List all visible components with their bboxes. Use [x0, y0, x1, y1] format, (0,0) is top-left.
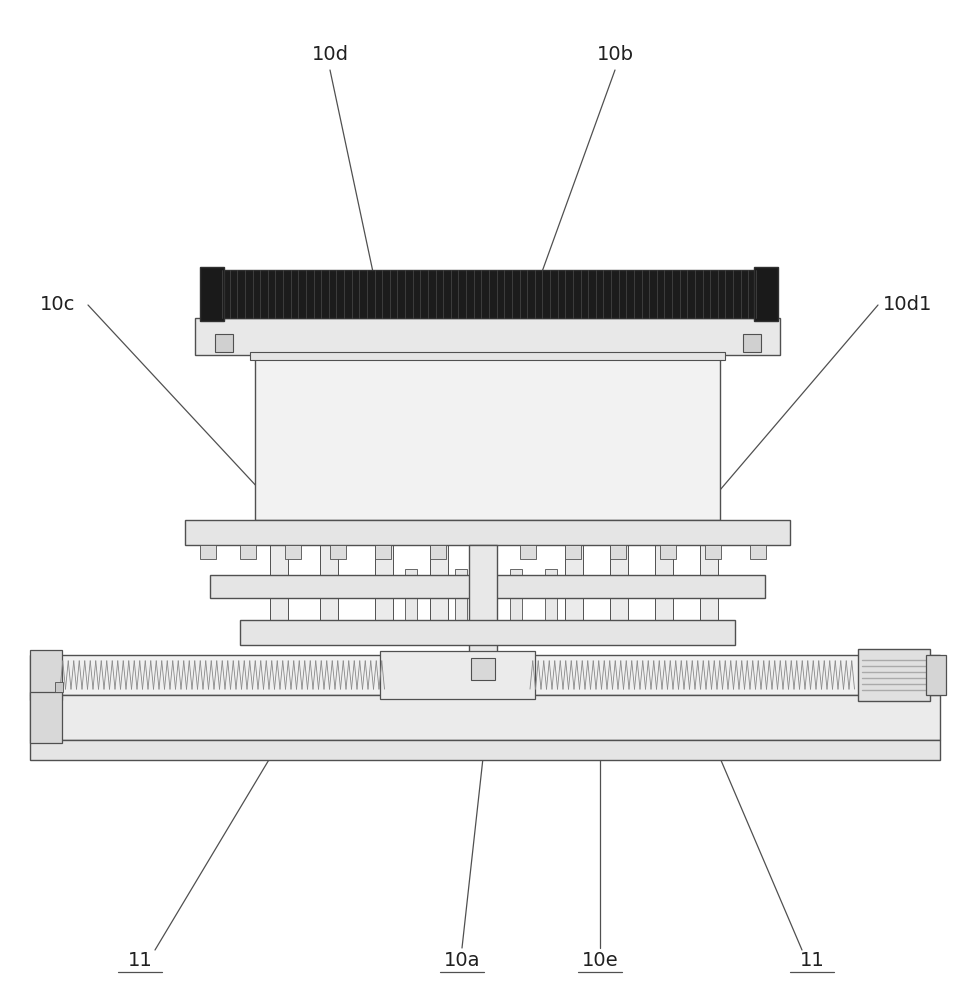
Text: 10e: 10e [581, 950, 618, 970]
Bar [195, 318, 780, 355]
Bar [30, 740, 940, 760]
Bar [455, 569, 467, 625]
Bar [240, 545, 256, 559]
Bar [743, 334, 761, 352]
Text: 10d1: 10d1 [883, 296, 933, 314]
Bar [655, 545, 673, 625]
Bar [700, 545, 718, 625]
Bar [270, 545, 288, 625]
Bar [754, 267, 778, 321]
Bar [405, 569, 417, 625]
Bar [30, 692, 62, 743]
Bar [565, 545, 583, 625]
Bar [705, 545, 721, 559]
Bar [510, 569, 522, 625]
Bar [926, 655, 946, 695]
Bar [210, 575, 765, 598]
Text: 10b: 10b [596, 45, 633, 64]
Bar [858, 649, 930, 701]
Bar [330, 545, 346, 559]
Text: 11: 11 [800, 950, 824, 970]
Bar [200, 545, 216, 559]
Bar [55, 682, 63, 692]
Bar [375, 545, 391, 559]
Bar [30, 695, 940, 740]
Bar [185, 520, 790, 545]
Bar [380, 651, 535, 699]
Bar [475, 545, 491, 559]
Bar [30, 655, 940, 695]
Bar [215, 334, 233, 352]
Bar [520, 545, 536, 559]
Text: 10a: 10a [444, 950, 480, 970]
Bar [471, 658, 495, 680]
Bar [250, 352, 725, 360]
Text: 10c: 10c [40, 296, 76, 314]
Bar [469, 545, 497, 680]
Text: 10d: 10d [312, 45, 349, 64]
Bar [610, 545, 626, 559]
Bar [200, 267, 224, 321]
Bar [750, 545, 766, 559]
Bar [375, 545, 393, 625]
Bar [565, 545, 581, 559]
Bar [240, 620, 735, 645]
Bar [320, 545, 338, 625]
Bar [430, 545, 448, 625]
Bar [255, 355, 720, 520]
Bar [660, 545, 676, 559]
Bar [285, 545, 301, 559]
Bar [430, 545, 446, 559]
Bar [222, 270, 756, 318]
Bar [545, 569, 557, 625]
Bar [30, 650, 62, 700]
Bar [610, 545, 628, 625]
Text: 11: 11 [128, 950, 152, 970]
